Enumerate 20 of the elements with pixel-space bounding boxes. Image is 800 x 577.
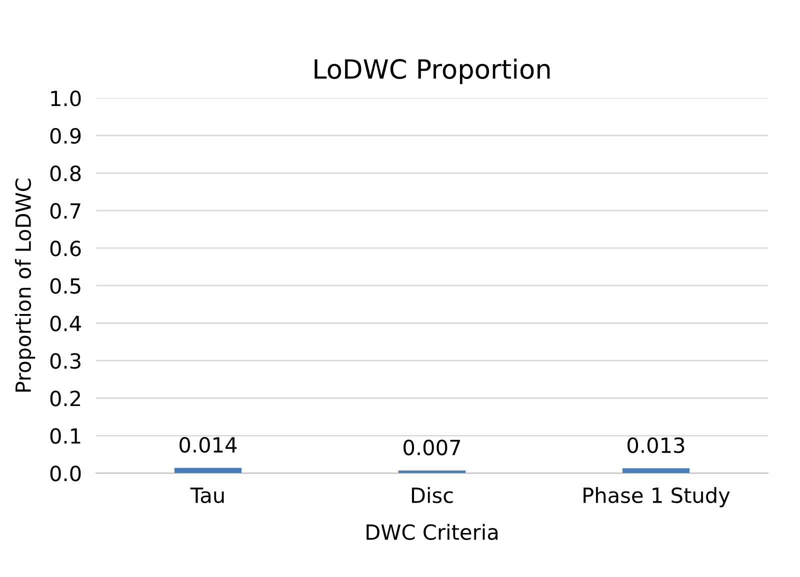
y-axis-title: Proportion of LoDWC	[14, 178, 36, 392]
y-tick-label: 0.4	[50, 316, 81, 332]
y-tick-label: 0.8	[50, 166, 81, 182]
y-tick-label: 0.1	[50, 428, 80, 444]
data-label: 0.007	[404, 440, 460, 456]
y-tick-label: 1.0	[51, 90, 81, 106]
y-tick-label: 0.0	[50, 466, 81, 482]
x-tick-label: Disc	[412, 487, 453, 504]
data-label: 0.013	[628, 437, 684, 454]
y-tick-label: 0.5	[50, 278, 80, 294]
y-tick-label: 0.2	[50, 390, 80, 406]
data-label: 0.014	[180, 436, 237, 453]
chart-title: LoDWC Proportion	[314, 58, 550, 84]
x-axis-title: DWC Criteria	[366, 524, 498, 540]
x-tick-label: Tau	[190, 488, 224, 504]
x-tick-label: Phase 1 Study	[584, 487, 730, 508]
y-tick-label: 0.9	[50, 128, 81, 144]
y-tick-label: 0.7	[50, 203, 80, 219]
y-tick-label: 0.6	[50, 240, 81, 256]
y-tick-label: 0.3	[50, 353, 80, 369]
